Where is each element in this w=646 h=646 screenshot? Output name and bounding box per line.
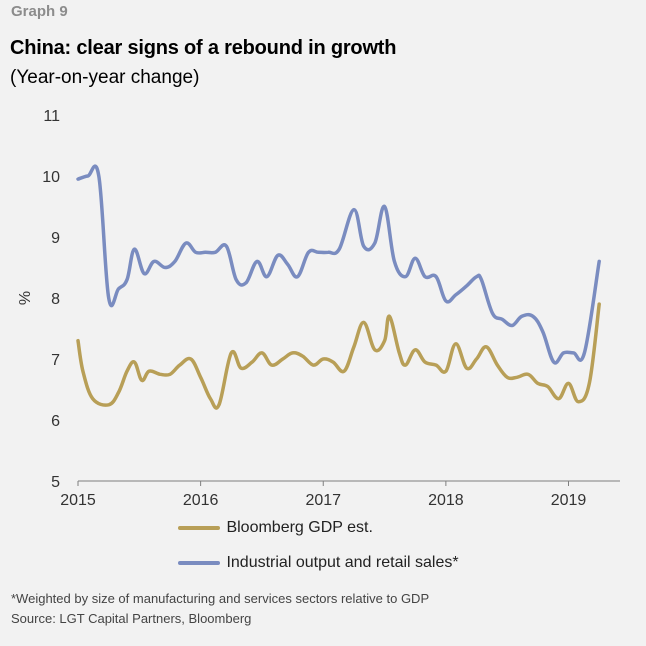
- chart-subtitle: (Year-on-year change): [10, 67, 200, 88]
- chart-title: China: clear signs of a rebound in growt…: [10, 37, 397, 59]
- y-tick-label: 10: [42, 169, 60, 186]
- y-axis-ticks: 5 6 7 8 9 10 11: [42, 108, 60, 491]
- x-tick-label: 2017: [305, 492, 341, 509]
- y-tick-label: 5: [51, 474, 60, 491]
- graph-label: Graph 9: [11, 3, 68, 20]
- y-tick-label: 9: [51, 230, 60, 247]
- x-tick-label: 2019: [551, 492, 587, 509]
- y-tick-label: 6: [51, 413, 60, 430]
- legend-label-gdp: Bloomberg GDP est.: [226, 519, 373, 536]
- x-tick-label: 2015: [60, 492, 96, 509]
- legend-swatch-industrial: [178, 561, 220, 565]
- y-tick-label: 8: [51, 291, 60, 308]
- legend-label-industrial: Industrial output and retail sales*: [226, 554, 459, 571]
- y-tick-label: 11: [43, 108, 60, 125]
- x-axis: 2015 2016 2017 2018 2019: [60, 480, 620, 509]
- y-axis-label: %: [17, 291, 34, 305]
- legend-item-industrial: Industrial output and retail sales*: [178, 554, 459, 572]
- x-tick-label: 2018: [428, 492, 464, 509]
- series-line-industrial: [76, 164, 601, 365]
- x-tick-label: 2016: [183, 492, 219, 509]
- y-tick-label: 7: [51, 352, 60, 369]
- series-line-gdp: [76, 302, 601, 410]
- legend-item-gdp: Bloomberg GDP est.: [178, 519, 373, 537]
- legend-swatch-gdp: [178, 526, 220, 530]
- footnote-source: Source: LGT Capital Partners, Bloomberg: [11, 611, 252, 626]
- series-lines: [76, 164, 601, 410]
- footnote-weighting: *Weighted by size of manufacturing and s…: [11, 591, 430, 606]
